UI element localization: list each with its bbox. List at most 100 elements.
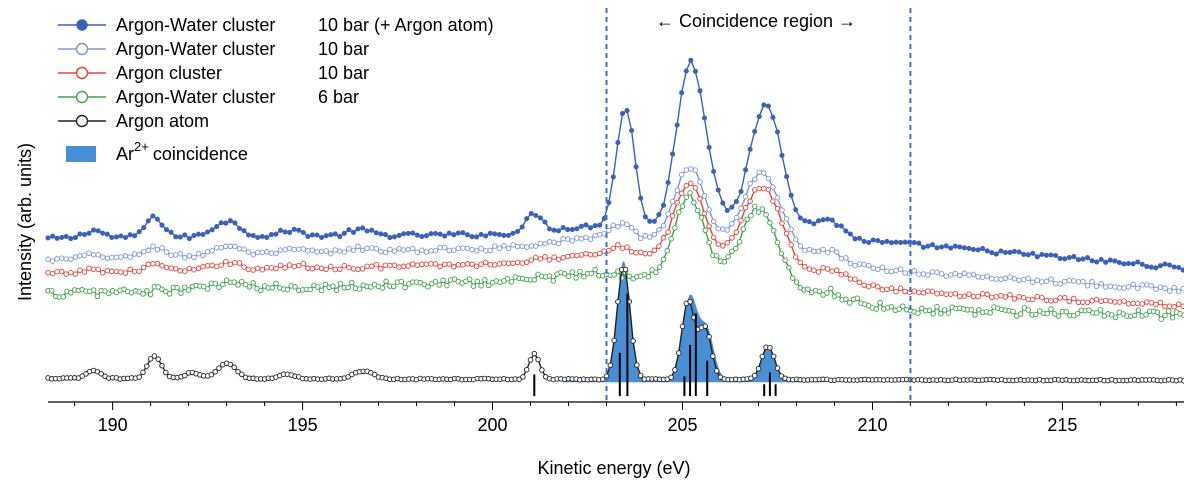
data-point [793,279,800,285]
data-point [1098,256,1104,263]
data-point [577,268,583,275]
data-point [246,284,253,290]
data-point [296,246,302,252]
data-point [1074,310,1081,317]
data-point [916,271,922,277]
data-point [337,248,343,254]
data-point [519,260,525,266]
data-point [1175,288,1182,294]
data-point [888,285,895,292]
data-point [966,272,972,278]
legend-swatch [66,146,96,162]
data-point [546,257,553,263]
data-point [1121,298,1127,304]
data-point [204,249,211,255]
data-point [1148,282,1155,289]
data-point [729,248,735,254]
data-point [178,290,184,297]
data-point [724,227,731,233]
data-point [414,232,420,238]
data-point [1109,312,1115,318]
data-point [675,209,682,215]
data-point [615,140,621,146]
data-point [989,294,995,301]
legend-label-superscript: 2+ [134,139,149,154]
data-point [1166,288,1173,294]
data-point [118,269,124,275]
data-point [145,247,152,254]
data-point [875,266,881,273]
x-tick-label: 210 [857,415,887,435]
data-point [893,239,899,245]
legend-pressure: 10 bar [318,63,369,83]
data-point [127,254,133,260]
coincidence-region-lines [605,8,912,402]
data-point [770,114,776,120]
data-point [827,285,834,292]
data-point [314,249,320,255]
data-point [898,239,904,246]
data-point [630,338,636,344]
data-point [1089,258,1095,264]
data-point [1103,259,1109,265]
data-point [440,277,446,284]
data-point [1144,263,1150,269]
data-point [606,227,612,234]
data-point [610,174,616,180]
data-point [560,254,566,261]
data-point [1116,285,1123,291]
data-point [702,323,709,329]
data-point [346,264,352,271]
data-point [241,264,247,270]
data-point [975,293,981,300]
data-point [1093,310,1100,316]
data-point [90,266,97,272]
data-point [332,231,338,237]
data-point [185,287,192,293]
data-point [733,229,740,235]
data-point [747,198,753,205]
data-point [1102,284,1109,290]
data-point [587,225,594,231]
data-point [976,307,982,313]
data-point [793,207,799,213]
data-point [159,263,165,269]
data-point [1034,293,1041,300]
data-point [852,262,858,269]
data-point [168,229,174,235]
data-point [870,265,876,271]
data-point [323,248,329,254]
data-point [697,179,703,185]
data-point [328,232,334,238]
data-point [131,268,138,275]
data-point [615,298,621,305]
data-point [624,221,630,228]
data-point [519,243,525,249]
data-point [651,247,658,254]
data-point [1048,276,1054,282]
data-point [888,240,895,246]
data-point [1084,282,1091,289]
data-point [323,233,329,239]
data-point [309,232,315,238]
data-point [241,246,247,252]
x-tick-label: 205 [667,415,697,435]
data-point [629,127,635,134]
data-point [861,282,867,289]
data-point [957,272,963,279]
data-point [273,265,279,272]
data-point [555,240,562,247]
legend-item-coincidence: Ar2+ coincidence [66,139,248,164]
data-point [378,231,384,237]
data-point [145,218,151,224]
data-point [174,285,180,291]
plot-area [45,8,1184,402]
data-point [957,244,963,250]
data-point [720,200,726,206]
data-point [683,68,689,74]
x-ticks: 190 195 200 205 210 215 [74,402,1177,435]
data-point [877,299,883,306]
data-point [870,282,876,288]
data-point [428,261,434,267]
data-point [355,266,361,273]
